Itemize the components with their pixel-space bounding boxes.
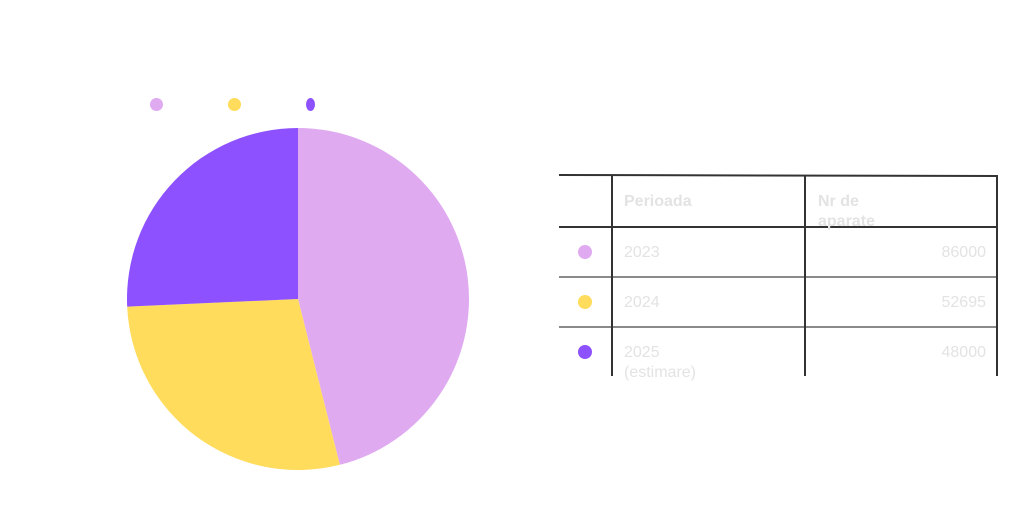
legend-item-2023: 2023	[150, 96, 228, 112]
table-header-period: Perioada	[624, 193, 692, 210]
table-cell-value-2025: 48000	[941, 344, 987, 361]
table-header-count: Nr de aparate	[818, 193, 875, 230]
table-row-dot-2025	[578, 345, 592, 359]
table-row-dot-2023	[578, 245, 592, 259]
table-cell-period-2023: 2023	[624, 244, 660, 261]
legend-item-2025: 2025 (estimare)	[306, 89, 384, 119]
legend-dot-2024	[228, 97, 241, 111]
pie-slice-2024	[127, 299, 340, 470]
chart-legend: 2023 2024 2025 (estimare)	[150, 89, 384, 119]
legend-label-2024: 2024	[247, 96, 276, 112]
legend-item-2024: 2024	[228, 96, 306, 112]
pie-chart	[127, 128, 469, 470]
pie-slice-2025-estimare-	[127, 128, 298, 307]
table-cell-value-2024: 52695	[941, 294, 987, 311]
table-cell-period-2025: 2025 (estimare)	[624, 344, 697, 381]
table-row-dot-2024	[578, 295, 592, 309]
legend-label-2025: 2025 (estimare)	[321, 89, 380, 119]
pie-slice-2023	[298, 128, 469, 465]
table-cell-period-2024: 2024	[624, 294, 660, 311]
legend-dot-2025	[306, 97, 315, 111]
table-grid	[558, 174, 999, 376]
table-cell-value-2023: 86000	[941, 244, 987, 261]
legend-dot-2023	[150, 97, 163, 111]
legend-label-2023: 2023	[169, 96, 198, 112]
